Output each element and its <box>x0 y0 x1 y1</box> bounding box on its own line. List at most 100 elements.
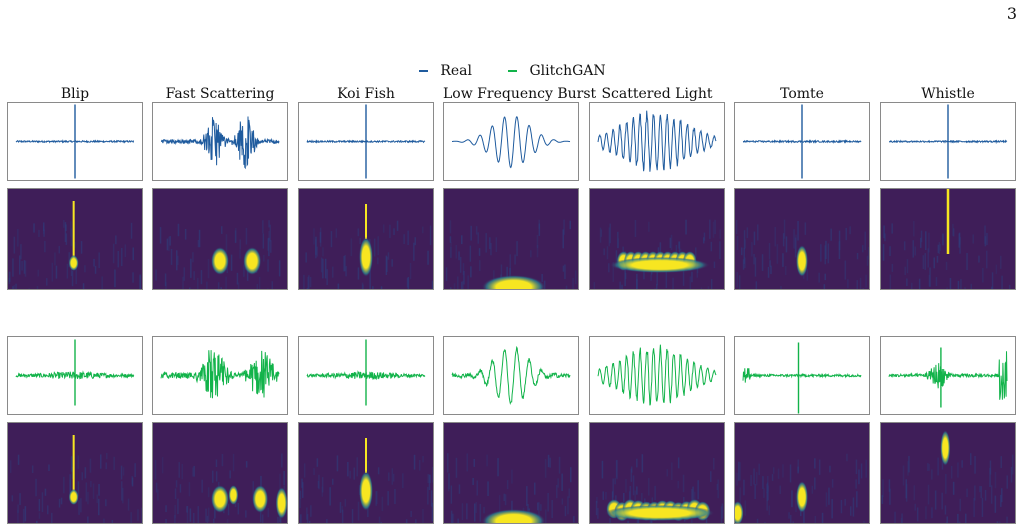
spectrogram-noise <box>17 509 19 523</box>
spectrogram-noise <box>113 456 115 470</box>
spectrogram-noise <box>316 246 318 257</box>
spectrogram-noise <box>85 482 88 502</box>
spectrogram-noise <box>90 481 92 488</box>
spectrogram-noise <box>43 222 45 231</box>
spectrogram-noise <box>627 520 629 523</box>
spectrogram-noise <box>605 492 607 500</box>
real-waveform-panel <box>152 102 288 181</box>
spectrogram-noise <box>814 515 817 523</box>
spectrogram-noise <box>856 280 858 289</box>
spectrogram-noise <box>849 226 851 235</box>
spectrogram-noise <box>677 457 680 469</box>
spectrogram-noise <box>904 266 906 276</box>
spectrogram-noise <box>982 268 984 283</box>
spectrogram-noise <box>557 478 559 488</box>
spectrogram-plot <box>590 189 724 289</box>
spectrogram-noise <box>654 288 656 289</box>
spectrogram-noise <box>207 487 210 498</box>
spectrogram-noise <box>852 497 855 517</box>
spectrogram-noise <box>981 497 984 517</box>
spectrogram-noise <box>738 461 740 481</box>
spectrogram-noise <box>98 252 100 268</box>
spectrogram-noise <box>486 454 488 467</box>
spectrogram-noise <box>707 286 710 289</box>
spectrogram-noise <box>692 486 694 501</box>
spectrogram-noise <box>709 219 711 239</box>
gan-waveform-panel <box>443 336 579 415</box>
gan-waveform-panel <box>298 336 434 415</box>
spectrogram-noise <box>541 274 543 282</box>
spectrogram-noise <box>469 245 472 262</box>
waveform-trace <box>597 110 717 172</box>
spectrogram-noise <box>920 237 922 248</box>
spectrogram-noise <box>105 462 107 470</box>
spectrogram-noise <box>768 505 771 516</box>
spectrogram-background <box>8 189 142 289</box>
spectrogram-noise <box>562 265 565 272</box>
legend-label-real: Real <box>440 63 473 79</box>
gan-waveform-panel <box>152 336 288 415</box>
spectrogram-noise <box>495 237 498 252</box>
spectrogram-noise <box>169 236 171 246</box>
spectrogram-noise <box>957 280 960 289</box>
legend-label-gan: GlitchGAN <box>529 63 606 79</box>
spectrogram-noise <box>615 250 618 267</box>
spectrogram-noise <box>925 506 927 520</box>
spectrogram-noise <box>165 519 167 523</box>
spectrogram-noise <box>427 474 429 484</box>
spectrogram-noise <box>771 474 774 481</box>
spectrogram-noise <box>902 465 905 486</box>
spectrogram-noise <box>184 229 187 240</box>
spectrogram-noise <box>373 238 376 257</box>
spectrogram-noise <box>461 503 464 520</box>
spectrogram-noise <box>361 282 364 289</box>
spectrogram-noise <box>310 505 312 517</box>
spectrogram-noise <box>450 287 452 289</box>
spectrogram-noise <box>761 254 764 271</box>
spectrogram-noise <box>678 241 681 253</box>
spectrogram-noise <box>225 276 227 289</box>
spectrogram-noise <box>429 225 432 246</box>
spectrogram-noise <box>850 506 852 516</box>
spectrogram-noise <box>431 502 433 522</box>
spectrogram-noise <box>743 479 745 496</box>
spectrogram-noise <box>122 487 124 504</box>
spectrogram-noise <box>106 453 108 460</box>
spectrogram-noise <box>595 500 598 516</box>
spectrogram-noise <box>623 493 625 502</box>
legend-item-gan: GlitchGAN <box>508 63 606 79</box>
spectrogram-plot <box>299 423 433 523</box>
spectrogram-noise <box>111 520 114 523</box>
spectrogram-noise <box>599 227 602 243</box>
spectrogram-energy <box>481 509 546 523</box>
spectrogram-noise <box>735 220 738 234</box>
spectrogram-noise <box>669 237 672 249</box>
spectrogram-noise <box>238 522 241 523</box>
spectrogram-noise <box>753 468 755 485</box>
spectrogram-noise <box>772 467 775 474</box>
spectrogram-noise <box>177 223 180 237</box>
spectrogram-noise <box>455 245 457 259</box>
spectrogram-noise <box>336 455 339 472</box>
spectrogram-noise <box>112 243 115 264</box>
spectrogram-plot <box>735 423 869 523</box>
spectrogram-noise <box>206 281 208 289</box>
spectrogram-noise <box>768 243 771 260</box>
spectrogram-noise <box>855 459 858 475</box>
spectrogram-noise <box>245 461 248 468</box>
spectrogram-noise <box>928 274 931 287</box>
spectrogram-noise <box>547 454 550 468</box>
spectrogram-noise <box>884 233 886 242</box>
spectrogram-noise <box>232 453 235 472</box>
real-waveform-panel <box>589 102 725 181</box>
real-waveform-panel <box>298 102 434 181</box>
spectrogram-noise <box>973 497 975 518</box>
spectrogram-noise <box>713 457 715 470</box>
spectrogram-noise <box>966 488 968 498</box>
spectrogram-noise <box>828 487 830 505</box>
spectrogram-noise <box>858 469 860 485</box>
spectrogram-noise <box>1000 494 1002 507</box>
spectrogram-noise <box>114 269 116 288</box>
spectrogram-noise <box>986 232 988 245</box>
spectrogram-noise <box>462 280 464 289</box>
